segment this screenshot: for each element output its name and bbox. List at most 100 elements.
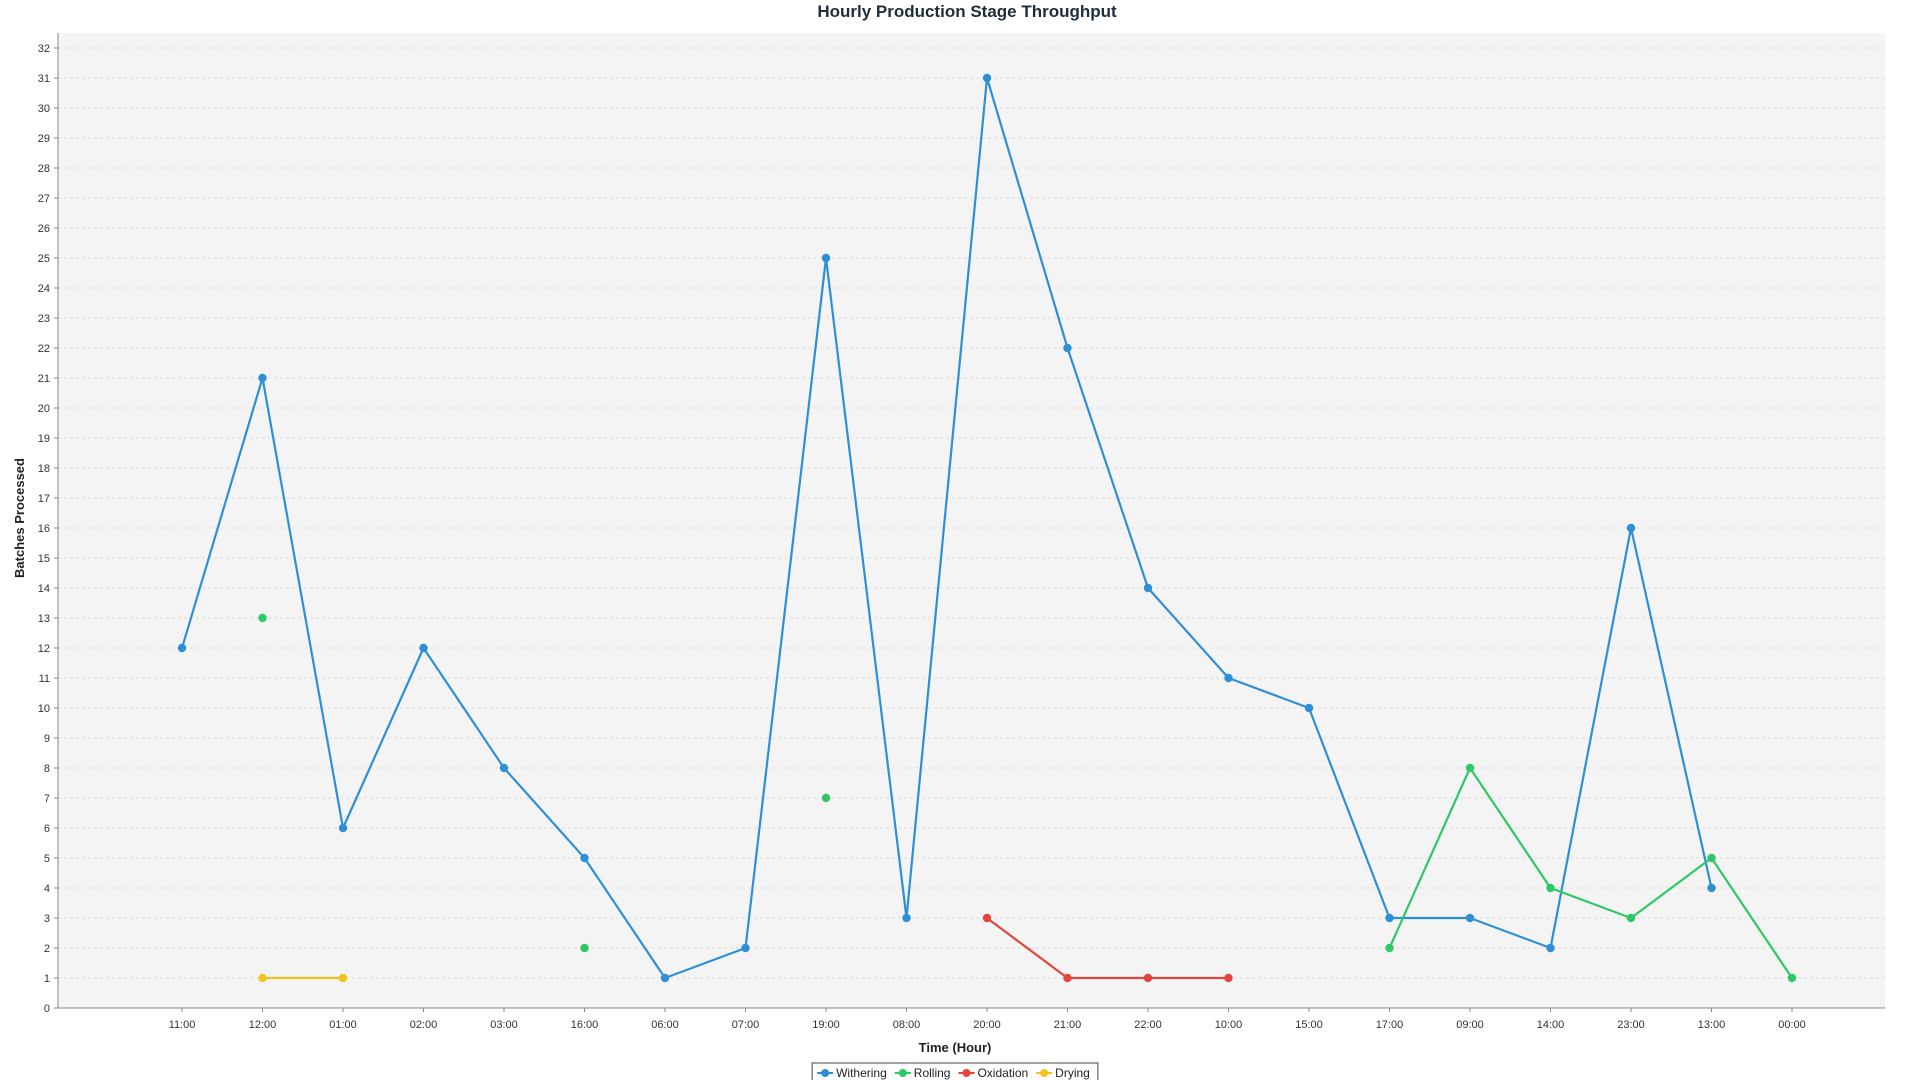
series-line-segment [1146,586,1230,680]
data-point-withering[interactable] [1385,913,1394,923]
y-tick-label: 4 [44,883,50,895]
y-tick-label: 14 [38,583,50,595]
x-tick-label: 22:00 [1134,1019,1162,1031]
y-tick-label: 3 [44,913,50,925]
data-point-withering[interactable] [902,913,911,923]
y-tick-label: 17 [38,493,50,505]
series-line-segment [1468,916,1552,950]
data-point-withering[interactable] [1626,523,1636,533]
legend-item-oxidation[interactable]: Oxidation [958,1066,1028,1080]
series-withering [177,73,1716,983]
y-tick-label: 6 [44,823,50,835]
series-line-segment [1227,676,1311,710]
y-tick-label: 26 [38,223,50,235]
chart-title: Hourly Production Stage Throughput [817,2,1117,21]
y-tick-label: 21 [38,373,50,385]
data-point-withering[interactable] [499,763,509,773]
x-tick-label: 20:00 [973,1019,1001,1031]
series-layer [177,73,1797,983]
x-tick-label: 06:00 [651,1019,679,1031]
y-axis-ticks: 0123456789101112131415161718192021222324… [38,43,58,1015]
x-tick-label: 03:00 [490,1019,518,1031]
data-point-rolling[interactable] [1707,853,1716,863]
x-tick-label: 13:00 [1698,1019,1726,1031]
data-point-rolling[interactable] [821,793,831,803]
y-tick-label: 2 [44,943,50,955]
y-tick-label: 19 [38,433,50,445]
series-line-segment [1549,886,1633,920]
data-point-withering[interactable] [338,823,348,833]
data-point-rolling[interactable] [1385,943,1394,953]
x-axis-ticks: 11:00 12:00 01:00 02:00 03:00 16:00 06:00 07:00… [169,1008,1806,1031]
data-point-withering[interactable] [1304,703,1314,713]
legend-marker-oxidation [962,1069,971,1077]
data-point-withering[interactable] [1143,583,1153,593]
data-point-rolling[interactable] [580,943,589,953]
data-point-rolling[interactable] [1787,973,1797,983]
data-point-drying[interactable] [338,973,348,983]
series-line-segment [583,856,667,980]
data-point-rolling[interactable] [258,613,267,623]
x-tick-label: 14:00 [1537,1019,1565,1031]
data-point-withering[interactable] [580,853,589,863]
data-point-rolling[interactable] [1546,883,1555,893]
y-tick-label: 16 [38,523,50,535]
series-line-segment [985,76,1069,350]
x-tick-label: 08:00 [893,1019,921,1031]
legend-item-drying[interactable]: Drying [1036,1066,1090,1080]
y-tick-label: 32 [38,43,50,55]
axes [57,33,1885,1009]
legend-label-withering: Withering [836,1066,887,1080]
x-tick-label: 19:00 [812,1019,840,1031]
data-point-withering[interactable] [419,643,428,653]
legend: Withering Rolling Oxidation Drying [811,1062,1099,1080]
data-point-oxidation[interactable] [1063,973,1072,983]
data-point-withering[interactable] [1465,913,1475,923]
y-tick-label: 5 [44,853,50,865]
series-rolling [258,613,1797,983]
y-tick-label: 12 [38,643,50,655]
series-line-segment [422,646,506,770]
data-point-rolling[interactable] [1465,763,1475,773]
y-tick-label: 15 [38,553,50,565]
data-point-withering[interactable] [660,973,670,983]
series-line-segment [1307,706,1391,920]
x-tick-label: 17:00 [1376,1019,1404,1031]
data-point-withering[interactable] [821,253,831,263]
legend-box [811,1062,1099,1080]
data-point-withering[interactable] [258,373,267,383]
data-point-withering[interactable] [177,643,187,653]
x-axis-label: Time (Hour) [919,1040,992,1055]
data-point-withering[interactable] [1707,883,1716,893]
y-tick-label: 29 [38,133,50,145]
x-tick-label: 15:00 [1295,1019,1323,1031]
series-line-segment [180,376,264,650]
data-point-oxidation[interactable] [1143,973,1153,983]
data-point-oxidation[interactable] [982,913,992,923]
data-point-withering[interactable] [982,73,992,83]
data-point-withering[interactable] [1224,673,1233,683]
x-tick-label: 01:00 [329,1019,357,1031]
x-tick-label: 02:00 [410,1019,438,1031]
legend-label-oxidation: Oxidation [977,1066,1028,1080]
data-point-drying[interactable] [258,973,267,983]
y-tick-label: 25 [38,253,50,265]
y-axis-label: Batches Processed [12,458,27,578]
data-point-oxidation[interactable] [1224,973,1233,983]
data-point-withering[interactable] [1546,943,1555,953]
y-tick-label: 28 [38,163,50,175]
x-tick-label: 10:00 [1215,1019,1243,1031]
data-point-rolling[interactable] [1626,913,1636,923]
grid-lines [58,47,1885,979]
y-tick-label: 27 [38,193,50,205]
legend-item-rolling[interactable]: Rolling [894,1066,951,1080]
y-tick-label: 31 [38,73,50,85]
series-line-segment [985,916,1069,980]
series-line-segment [905,76,989,920]
series-oxidation [982,913,1233,983]
legend-item-withering[interactable]: Withering [817,1066,887,1080]
x-tick-label: 09:00 [1456,1019,1484,1031]
y-tick-label: 30 [38,103,50,115]
data-point-withering[interactable] [741,943,750,953]
data-point-withering[interactable] [1063,343,1072,353]
